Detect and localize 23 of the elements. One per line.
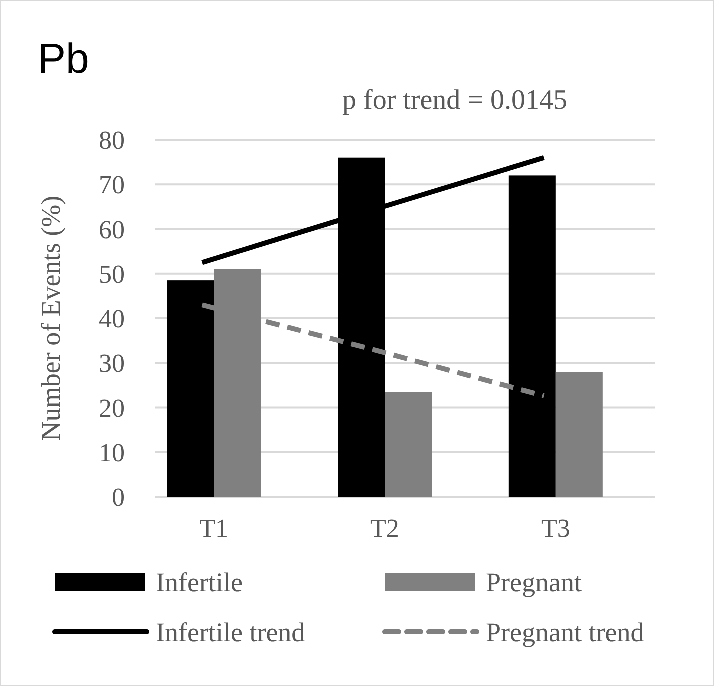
- chart-title: Pb: [38, 35, 90, 82]
- x-tick-label: T3: [541, 514, 570, 543]
- y-tick-label: 50: [99, 260, 125, 289]
- legend-label: Infertile trend: [156, 617, 306, 648]
- y-tick-label: 70: [99, 170, 125, 200]
- legend-label: Infertile: [156, 567, 243, 598]
- y-tick-label: 60: [99, 215, 125, 244]
- bar: [167, 280, 214, 497]
- x-tick-label: T1: [200, 514, 229, 543]
- bar: [508, 176, 556, 497]
- legend-label: Pregnant: [486, 567, 582, 598]
- x-tick-label: T2: [370, 514, 400, 543]
- y-tick-label: 80: [99, 126, 125, 156]
- text: p for trend = 0.0145: [342, 85, 568, 116]
- y-tick-label: 40: [99, 304, 125, 334]
- y-tick-label: 30: [99, 349, 125, 378]
- y-tick-label: 20: [99, 394, 125, 423]
- bar: [385, 392, 432, 497]
- y-tick-label: 10: [99, 438, 125, 468]
- y-axis-title: Number of Events (%): [36, 196, 66, 442]
- legend-label: Pregnant trend: [486, 617, 645, 648]
- bar: [556, 372, 603, 497]
- y-tick-label: 0: [112, 483, 125, 512]
